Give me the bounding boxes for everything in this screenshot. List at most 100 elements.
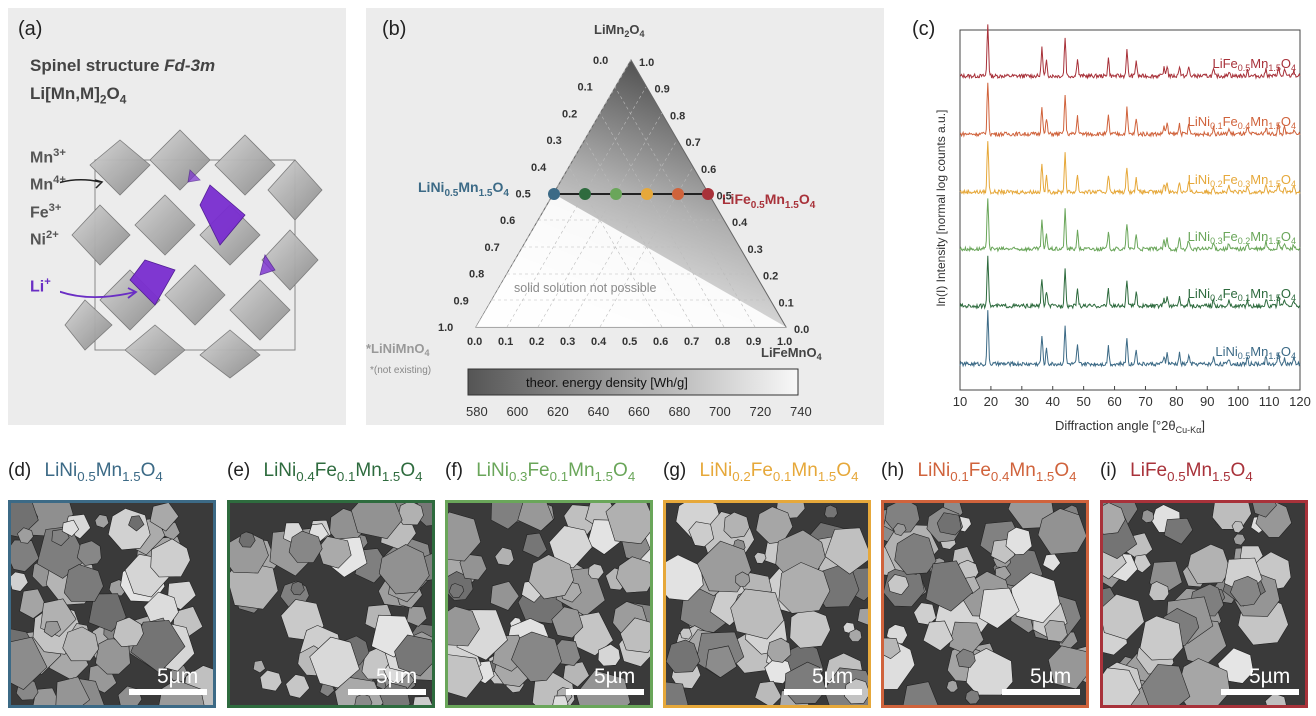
sem-particle (61, 519, 80, 537)
sem-particle (955, 648, 976, 668)
sem-particle (448, 583, 465, 598)
sem-particle (76, 540, 102, 566)
scale-bar-label: 5µm (157, 665, 199, 688)
sem-particle (754, 680, 782, 705)
scale-bar (1002, 689, 1080, 695)
sem-particle (288, 530, 323, 563)
sem-image: 5µm (881, 500, 1089, 708)
sem-particle (517, 503, 554, 532)
xrd-trace (959, 310, 1301, 368)
ion-mn4: Mn4+ (30, 174, 66, 194)
sem-particle (688, 521, 715, 548)
sem-panel-label: (e) LiNi0.4Fe0.1Mn1.5O4 (227, 460, 423, 484)
sem-image: 5µm (663, 500, 871, 708)
spinel-title-text: Spinel structure (30, 56, 165, 75)
sem-particle (309, 636, 360, 689)
sem-compound: LiFe0.5Mn1.5O4 (1130, 460, 1253, 484)
spinel-structure-illustration (60, 129, 323, 379)
left-axis-tick: 0.3 (547, 135, 562, 147)
sem-particle (55, 676, 91, 705)
sem-particle (1141, 509, 1155, 524)
sem-particle (1141, 664, 1191, 705)
ion-ni2: Ni2+ (30, 228, 59, 249)
x-tick-label: 90 (1200, 394, 1214, 409)
bottom-axis-tick: 0.0 (467, 336, 482, 348)
colorbar-tick: 680 (669, 404, 691, 419)
sem-particle (597, 643, 621, 667)
panel-a-title: Spinel structure Fd-3m (30, 56, 215, 76)
sem-particles (884, 503, 1086, 705)
right-axis-tick: 0.2 (763, 271, 778, 283)
bottom-axis-tick: 0.3 (560, 336, 575, 348)
sem-particles (230, 503, 432, 705)
sem-particle (679, 627, 693, 640)
dot-ni03 (610, 188, 622, 200)
formula-sub: 2 (99, 92, 107, 107)
sem-particle (397, 503, 424, 526)
sem-panel-label: (g) LiNi0.2Fe0.1Mn1.5O4 (663, 460, 859, 484)
sem-particle (552, 695, 569, 705)
sem-image: 5µm (1100, 500, 1308, 708)
right-axis-tick: 1.0 (639, 57, 654, 69)
sem-panel-letter: (h) (881, 460, 910, 481)
sem-panel-label: (h) LiNi0.1Fe0.4Mn1.5O4 (881, 460, 1077, 484)
sem-particle (62, 626, 99, 662)
x-tick-label: 20 (984, 394, 998, 409)
sem-image: 5µm (227, 500, 435, 708)
scale-bar-label: 5µm (594, 665, 636, 688)
formula-main: Li[Mn,M] (30, 84, 100, 103)
sem-particle (735, 571, 751, 587)
sem-particle (965, 689, 981, 705)
xrd-trace (959, 82, 1301, 138)
ion-li: Li+ (30, 276, 51, 296)
sem-particle (857, 608, 868, 626)
bottom-axis-tick: 0.5 (622, 336, 637, 348)
bottom-axis-tick: 0.9 (746, 336, 761, 348)
sem-particle (620, 617, 650, 654)
sem-particle (1163, 517, 1194, 545)
scale-bar (1221, 689, 1299, 695)
sem-particle (11, 571, 29, 592)
left-axis-tick: 0.7 (485, 242, 500, 254)
x-tick-label: 60 (1107, 394, 1121, 409)
colorbar-tick: 580 (466, 404, 488, 419)
xrd-chart: LiFe0.5Mn1.5O4 LiNi0.1Fe0.4Mn1.5O4 LiNi0.2… (934, 24, 1311, 435)
svg-text:LiMn2O4: LiMn2O4 (594, 22, 644, 39)
sem-particle (824, 527, 868, 575)
sem-particle (778, 562, 831, 614)
panel-b-label: (b) (382, 18, 407, 40)
sem-particle (149, 503, 180, 532)
sem-particle (764, 657, 792, 684)
sem-particle (63, 564, 104, 602)
sem-particle (19, 588, 48, 619)
xrd-series-label: LiNi0.1Fe0.4Mn1.5O4 (1188, 114, 1296, 131)
right-axis-tick: 0.4 (732, 217, 748, 229)
bottom-axis-tick: 0.7 (684, 336, 699, 348)
sem-particle (1187, 543, 1231, 584)
xrd-trace (959, 24, 1301, 80)
x-tick-label: 10 (953, 394, 967, 409)
right-axis-tick: 0.1 (779, 297, 794, 309)
sem-particle (1103, 503, 1126, 535)
bottom-axis-tick: 0.6 (653, 336, 668, 348)
sem-particle (848, 628, 863, 642)
sem-particle (406, 606, 428, 627)
sem-particle (1103, 667, 1141, 705)
scale-bar (348, 689, 426, 695)
sem-particle (730, 588, 785, 640)
sem-particle (285, 674, 310, 699)
xrd-series-label: LiNi0.2Fe0.3Mn1.5O4 (1188, 172, 1296, 189)
svg-text:Diffraction angle [°2θCu-Kα]: Diffraction angle [°2θCu-Kα] (1055, 418, 1205, 435)
x-tick-label: 70 (1138, 394, 1152, 409)
sem-particle (789, 607, 831, 649)
x-tick-label: 30 (1015, 394, 1029, 409)
sem-particle (936, 512, 962, 536)
sem-particle (11, 636, 48, 690)
sem-particles (1103, 503, 1305, 705)
sem-particle (43, 620, 62, 638)
right-axis-tick: 0.0 (794, 324, 809, 336)
sem-particle (11, 539, 40, 572)
sem-particle (448, 605, 480, 647)
sem-particle (978, 587, 1020, 629)
colorbar-tick: 600 (507, 404, 529, 419)
